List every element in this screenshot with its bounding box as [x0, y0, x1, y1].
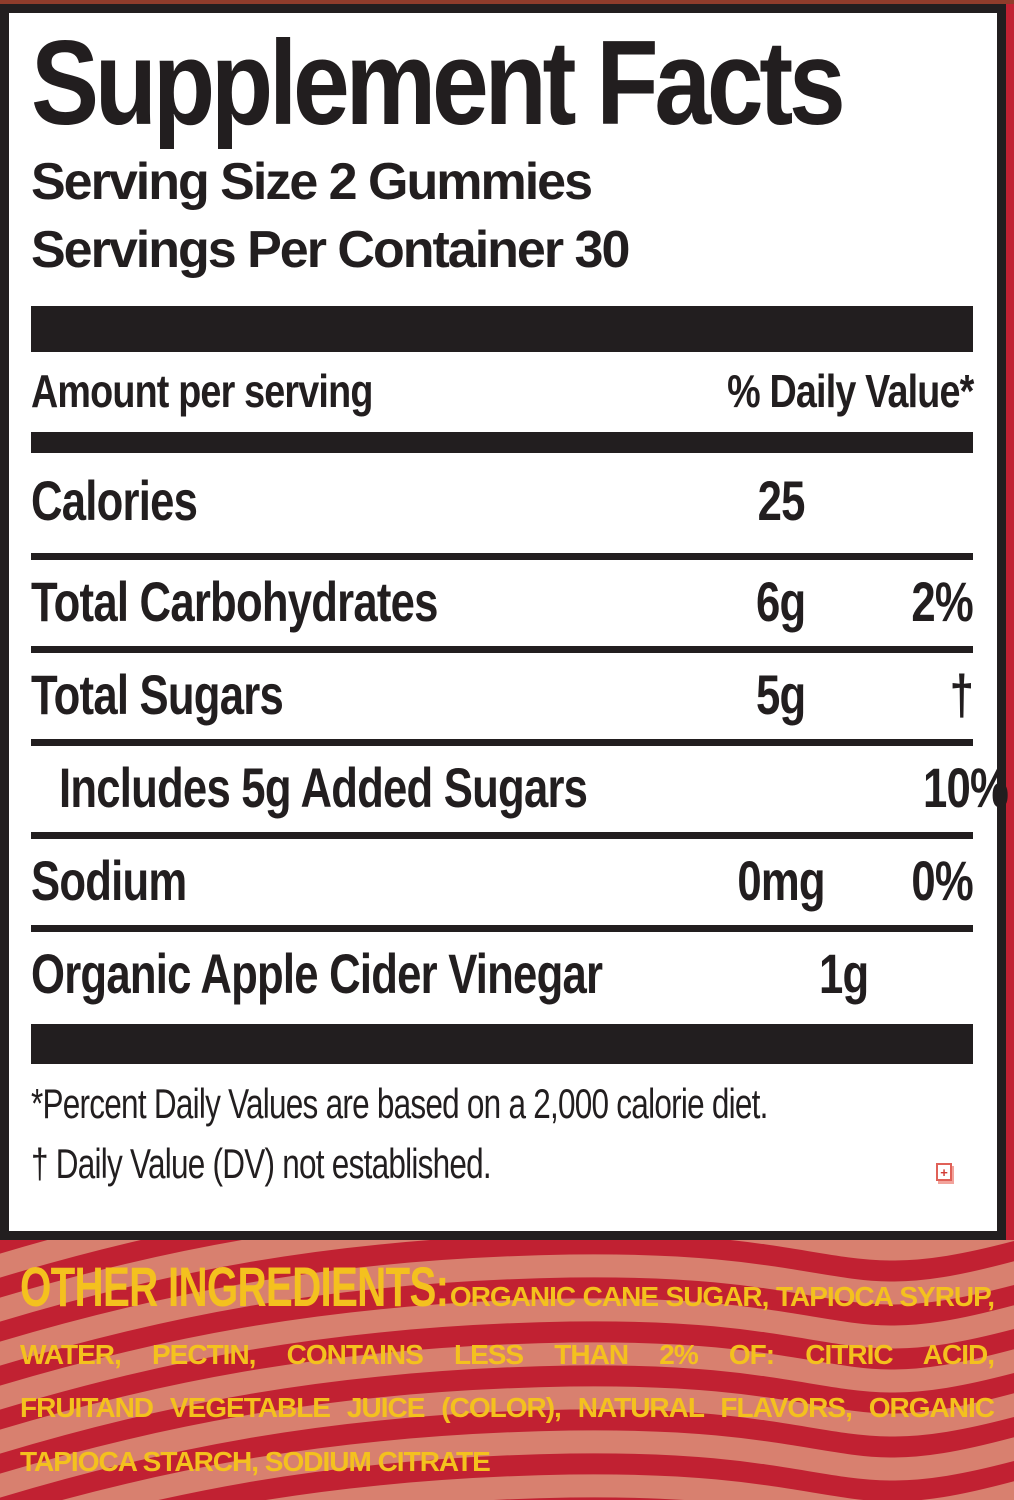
- serving-size-text: Serving Size 2 Gummies: [31, 153, 593, 211]
- nutrient-daily-value: †: [1012, 946, 1014, 1002]
- column-header-row: Amount per serving % Daily Value*: [31, 352, 974, 432]
- nutrient-amount: 0mg: [737, 849, 825, 913]
- divider-thick-bottom: [31, 1024, 973, 1065]
- other-ingredients-text: OTHER INGREDIENTS: ORGANIC CANE SUGAR, T…: [0, 1240, 1014, 1478]
- ingredients-line-1: OTHER INGREDIENTS: ORGANIC CANE SUGAR, T…: [20, 1255, 995, 1318]
- nutrient-amount: 6g: [756, 570, 806, 634]
- ingredients-line-2: WATER, PECTIN, CONTAINS LESS THAN 2% OF:…: [20, 1338, 995, 1370]
- nutrient-name: Includes 5g Added Sugars: [59, 756, 588, 820]
- facts-row: Sodium 0mg 0%: [31, 832, 974, 925]
- top-edge-strip: [0, 0, 1014, 4]
- nutrient-daily-value: †: [949, 663, 973, 727]
- nutrient-amount: 5g: [756, 663, 806, 727]
- nutrient-name: Calories: [31, 469, 198, 533]
- other-ingredients-heading: OTHER INGREDIENTS:: [20, 1255, 449, 1318]
- daily-value-header: % Daily Value*: [726, 365, 974, 418]
- nutrient-name: Sodium: [31, 849, 187, 913]
- facts-row: Includes 5g Added Sugars 10%: [31, 739, 1009, 832]
- nutrient-daily-value: 2%: [911, 570, 973, 634]
- divider-medium: [31, 432, 973, 454]
- facts-row: Total Carbohydrates 6g 2%: [31, 553, 974, 646]
- supplement-facts-panel: Supplement Facts Serving Size 2 Gummies …: [0, 4, 1014, 1240]
- facts-row: Total Sugars 5g †: [31, 646, 974, 739]
- ingredients-line-3: FRUITAND VEGETABLE JUICE (COLOR), NATURA…: [20, 1392, 995, 1424]
- broken-image-icon: +: [936, 1163, 952, 1181]
- facts-row: Organic Apple Cider Vinegar 1g †: [31, 925, 1014, 1018]
- facts-row: Calories 25: [31, 453, 973, 553]
- nutrient-daily-value: 10%: [923, 756, 1009, 820]
- divider-thick-top: [31, 306, 973, 353]
- nutrient-amount: 1g: [818, 942, 869, 1006]
- amount-per-serving-header: Amount per serving: [31, 365, 373, 418]
- nutrient-amount: 25: [757, 469, 805, 533]
- nutrient-name: Organic Apple Cider Vinegar: [31, 942, 603, 1006]
- ingredients-line-1-text: ORGANIC CANE SUGAR, TAPIOCA SYRUP,: [449, 1281, 995, 1312]
- percent-daily-value-footnote: *Percent Daily Values are based on a 2,0…: [31, 1080, 768, 1128]
- ingredients-line-4: TAPIOCA STARCH, SODIUM CITRATE: [20, 1445, 491, 1477]
- facts-rows: Calories 25 Total Carbohydrates 6g 2% To…: [31, 453, 1014, 1018]
- dv-not-established-footnote: † Daily Value (DV) not established.: [31, 1140, 492, 1188]
- nutrient-name: Total Sugars: [31, 663, 284, 727]
- serving-info: Serving Size 2 Gummies Servings Per Cont…: [31, 149, 973, 284]
- nutrient-name: Total Carbohydrates: [31, 570, 438, 634]
- other-ingredients-section: OTHER INGREDIENTS: ORGANIC CANE SUGAR, T…: [0, 1240, 1014, 1500]
- panel-title: Supplement Facts: [31, 16, 846, 150]
- nutrient-daily-value: 0%: [911, 849, 973, 913]
- servings-per-container-text: Servings Per Container 30: [31, 220, 630, 279]
